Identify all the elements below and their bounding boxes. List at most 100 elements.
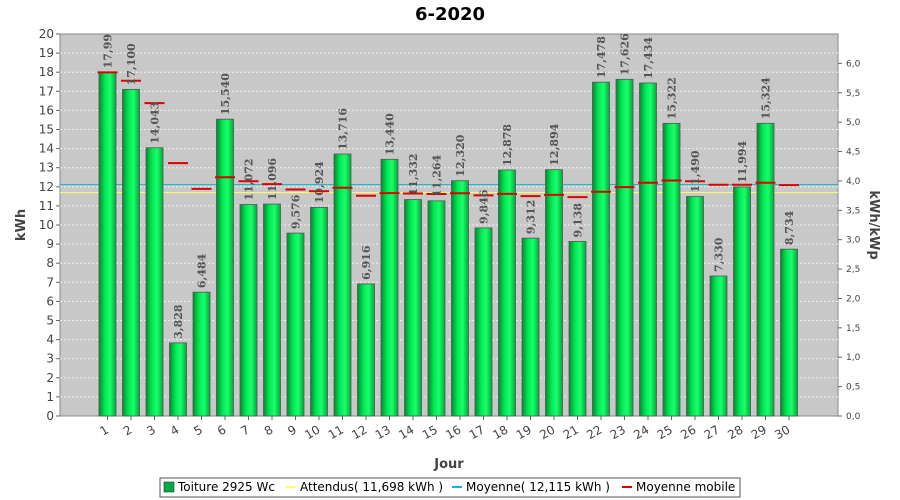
x-tick-label: 25 bbox=[655, 422, 675, 442]
bar bbox=[686, 196, 704, 417]
x-tick-label: 8 bbox=[262, 422, 276, 438]
data-label: 15,322 bbox=[666, 77, 679, 119]
data-label: 12,878 bbox=[501, 124, 514, 166]
data-labels: 17,99 17,100 14,043 3,828 6,484 15,540 11,072 1… bbox=[102, 33, 797, 339]
y-right-tick-label: 3,0 bbox=[846, 236, 861, 246]
y-tick-label: 0 bbox=[46, 409, 54, 423]
x-tick-label: 1 bbox=[97, 422, 111, 438]
x-tick-label: 17 bbox=[467, 422, 487, 442]
y-right-tick-label: 1,5 bbox=[846, 324, 860, 334]
x-tick-label: 18 bbox=[490, 422, 510, 442]
bar bbox=[286, 232, 305, 417]
x-tick-label: 6 bbox=[215, 422, 229, 438]
bar bbox=[474, 227, 493, 417]
bar bbox=[263, 203, 281, 417]
y-right-tick-label: 1,0 bbox=[846, 353, 861, 363]
y-axis-label: kWh bbox=[14, 209, 29, 241]
x-tick-label: 9 bbox=[285, 422, 299, 438]
data-label: 17,434 bbox=[642, 37, 655, 79]
bar bbox=[568, 241, 587, 417]
reference-lines bbox=[60, 184, 838, 194]
y-tick-label: 18 bbox=[39, 65, 54, 79]
y-tick-label: 12 bbox=[39, 180, 54, 194]
x-tick-label: 3 bbox=[144, 422, 158, 438]
x-axis: 1 2 3 4 5 6 7 8 9 10 11 12 13 14 15 16 17 18 19 20 21 22 23 24 2… bbox=[97, 416, 793, 442]
data-label: 11,994 bbox=[736, 140, 749, 182]
data-label: 15,324 bbox=[760, 77, 773, 119]
bar bbox=[639, 82, 657, 417]
x-tick-label: 12 bbox=[349, 422, 369, 442]
y-tick-label: 17 bbox=[39, 84, 54, 98]
bar bbox=[545, 169, 563, 417]
y-right-tick-label: 2,5 bbox=[846, 265, 860, 275]
data-label: 15,540 bbox=[219, 73, 232, 115]
y-tick-label: 5 bbox=[46, 314, 54, 328]
bar bbox=[333, 153, 352, 417]
data-label: 7,330 bbox=[713, 237, 726, 272]
x-tick-label: 21 bbox=[561, 422, 581, 442]
data-label: 8,734 bbox=[783, 210, 796, 245]
y-tick-label: 1 bbox=[46, 390, 54, 404]
data-label: 13,716 bbox=[337, 108, 350, 150]
grid-lines bbox=[60, 52, 838, 398]
bar bbox=[216, 118, 234, 417]
x-tick-label: 5 bbox=[191, 422, 205, 438]
legend-label: Moyenne mobile bbox=[636, 480, 735, 494]
bar bbox=[310, 206, 328, 417]
y-tick-label: 2 bbox=[46, 371, 54, 385]
y-right-tick-label: 6,0 bbox=[846, 59, 861, 69]
data-label: 11,096 bbox=[266, 158, 279, 200]
bar bbox=[498, 169, 516, 417]
x-tick-label: 26 bbox=[678, 422, 698, 442]
y-right-tick-label: 5,0 bbox=[846, 118, 861, 128]
y-tick-label: 11 bbox=[39, 199, 54, 213]
x-tick-label: 16 bbox=[443, 422, 463, 442]
bar bbox=[615, 78, 634, 417]
x-tick-label: 19 bbox=[514, 422, 534, 442]
legend-box bbox=[159, 477, 741, 498]
x-tick-label: 27 bbox=[702, 422, 722, 442]
data-label: 9,576 bbox=[290, 194, 303, 229]
y-tick-label: 20 bbox=[39, 27, 54, 41]
bar bbox=[239, 204, 258, 417]
bar bbox=[380, 158, 399, 417]
x-tick-label: 4 bbox=[168, 422, 182, 438]
data-label: 12,894 bbox=[548, 123, 561, 165]
bar bbox=[756, 122, 775, 417]
y-tick-label: 10 bbox=[39, 218, 54, 232]
legend-swatch bbox=[163, 481, 175, 493]
y-right-tick-label: 2,0 bbox=[846, 294, 861, 304]
x-tick-label: 7 bbox=[238, 422, 252, 438]
bar bbox=[521, 237, 540, 417]
y-tick-label: 15 bbox=[39, 123, 54, 137]
bar bbox=[780, 248, 798, 417]
legend: Toiture 2925 Wc Attendus( 11,698 kWh ) Moy… bbox=[159, 477, 741, 498]
data-label: 13,440 bbox=[384, 113, 397, 155]
data-label: 10,924 bbox=[313, 161, 326, 203]
bar bbox=[451, 180, 469, 417]
bar bbox=[709, 275, 728, 417]
y-tick-label: 6 bbox=[46, 294, 54, 308]
x-tick-label: 30 bbox=[772, 422, 792, 442]
x-tick-label: 20 bbox=[537, 422, 557, 442]
bar bbox=[122, 88, 140, 417]
y-right-tick-label: 4,0 bbox=[846, 177, 861, 187]
x-tick-label: 24 bbox=[631, 422, 651, 442]
x-tick-label: 14 bbox=[396, 422, 416, 442]
y-right-tick-label: 0,5 bbox=[846, 383, 860, 393]
bar bbox=[357, 283, 375, 417]
bar bbox=[404, 199, 422, 417]
moving-average-markers bbox=[97, 71, 799, 199]
data-label: 14,043 bbox=[149, 102, 162, 144]
data-label: 9,312 bbox=[525, 200, 538, 234]
y-tick-label: 8 bbox=[46, 256, 54, 270]
bars bbox=[98, 71, 798, 417]
x-tick-label: 15 bbox=[420, 422, 440, 442]
y-right-tick-label: 4,5 bbox=[846, 148, 860, 158]
x-tick-label: 29 bbox=[749, 422, 769, 442]
data-label: 9,138 bbox=[572, 203, 585, 238]
bar bbox=[592, 81, 610, 417]
data-label: 11,072 bbox=[243, 158, 256, 200]
